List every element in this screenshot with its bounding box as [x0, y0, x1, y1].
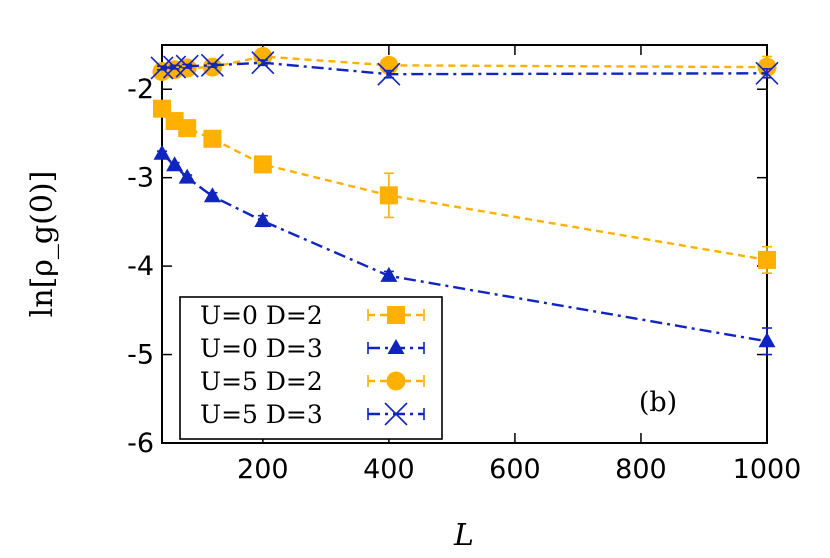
data-point	[178, 168, 196, 184]
y-tick-label: -6	[127, 428, 154, 459]
data-point	[253, 46, 273, 66]
marker-cross-stroke	[755, 61, 779, 85]
marker-cross-stroke	[200, 53, 224, 77]
x-tick-label: 600	[489, 454, 541, 485]
data-point	[178, 119, 197, 138]
legend-label-3: U=5 D=3	[200, 400, 323, 429]
legend-marker-0	[387, 306, 405, 324]
x-tick-label: 800	[615, 454, 667, 485]
series-layer	[150, 46, 779, 356]
marker-cross-stroke	[377, 62, 401, 86]
data-point	[251, 51, 275, 75]
data-point	[150, 56, 174, 80]
data-point	[200, 53, 224, 77]
data-point	[377, 62, 401, 86]
legend-samples	[367, 306, 425, 426]
y-tick-label: -3	[127, 163, 154, 194]
x-tick-label: 200	[237, 454, 289, 485]
marker-cross-stroke	[175, 54, 199, 78]
legend-label-2: U=5 D=2	[200, 367, 323, 396]
data-point	[379, 186, 398, 205]
data-point	[758, 250, 776, 269]
data-point	[254, 212, 272, 228]
data-point	[757, 57, 777, 77]
marker-cross-stroke	[163, 55, 187, 79]
series-1	[153, 144, 776, 356]
x-tick-label: 400	[363, 454, 415, 485]
data-point	[153, 144, 171, 160]
axis-ticks: 200 400 600 800 1000 -6 -5 -4 -3 -2	[127, 45, 801, 485]
marker-cross-stroke	[251, 51, 275, 75]
y-tick-label: -4	[127, 251, 154, 282]
legend-marker-3	[384, 402, 408, 426]
series-line-2	[161, 55, 768, 73]
data-point	[758, 332, 776, 348]
data-point	[253, 155, 272, 174]
plot-frame	[161, 44, 768, 444]
data-point	[163, 55, 187, 79]
data-point	[380, 266, 398, 282]
data-point	[203, 129, 222, 148]
x-axis-label: L	[453, 518, 474, 553]
data-point	[203, 187, 221, 203]
data-point	[175, 54, 199, 78]
series-line-0	[161, 107, 768, 262]
y-axis-label: ln[ρ_g(0)]	[25, 171, 60, 318]
y-tick-label: -2	[127, 74, 154, 105]
legend: U=0 D=2 U=0 D=3 U=5 D=2 U=5 D=3	[179, 296, 443, 440]
series-3	[150, 51, 779, 86]
x-tick-label: 1000	[733, 454, 802, 485]
y-tick-label: -5	[127, 340, 154, 371]
marker-cross-stroke	[150, 56, 174, 80]
series-0	[153, 99, 776, 274]
legend-marker-2	[386, 371, 406, 391]
legend-marker-1	[387, 339, 405, 354]
panel-annotation: (b)	[639, 387, 677, 418]
legend-label-1: U=0 D=3	[200, 334, 323, 363]
data-point	[755, 61, 779, 85]
data-point	[166, 156, 184, 172]
marker-cross-stroke	[384, 402, 408, 426]
legend-label-0: U=0 D=2	[200, 301, 323, 330]
